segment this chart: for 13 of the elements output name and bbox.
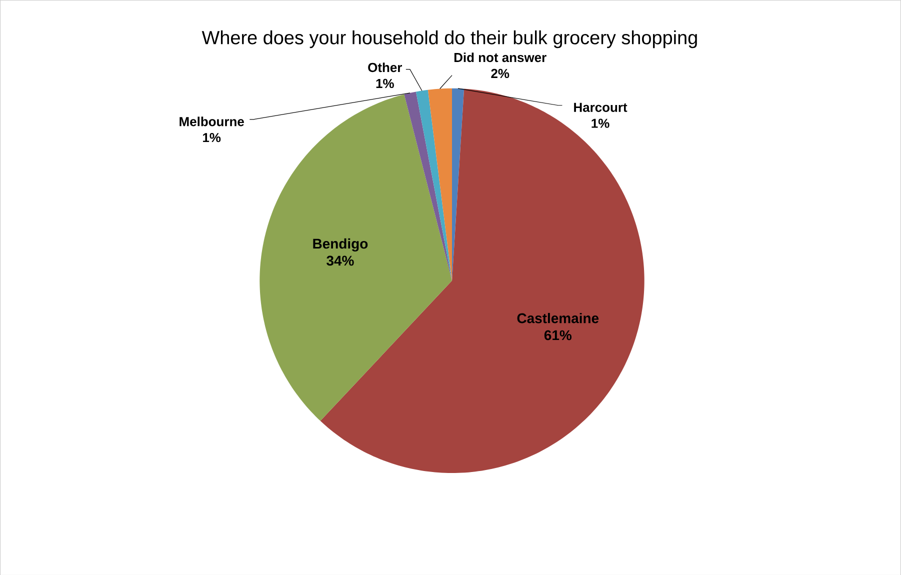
data-label: 2% xyxy=(491,68,510,78)
data-label: 1% xyxy=(203,132,221,142)
data-label: 34% xyxy=(326,256,354,266)
chart-title: Where does your household do their bulk grocery shopping xyxy=(202,30,697,48)
slice-label: Bendigo xyxy=(313,238,368,252)
slice-label: Did not answer xyxy=(454,52,546,62)
data-label: 1% xyxy=(376,78,394,88)
slice-label: Castlemaine xyxy=(517,312,599,324)
slice-label: Melbourne xyxy=(180,116,244,126)
slice-label: Other xyxy=(368,62,402,72)
slice-label: Harcourt xyxy=(574,102,628,112)
data-label: 1% xyxy=(592,118,610,128)
data-label: 61% xyxy=(544,330,572,340)
